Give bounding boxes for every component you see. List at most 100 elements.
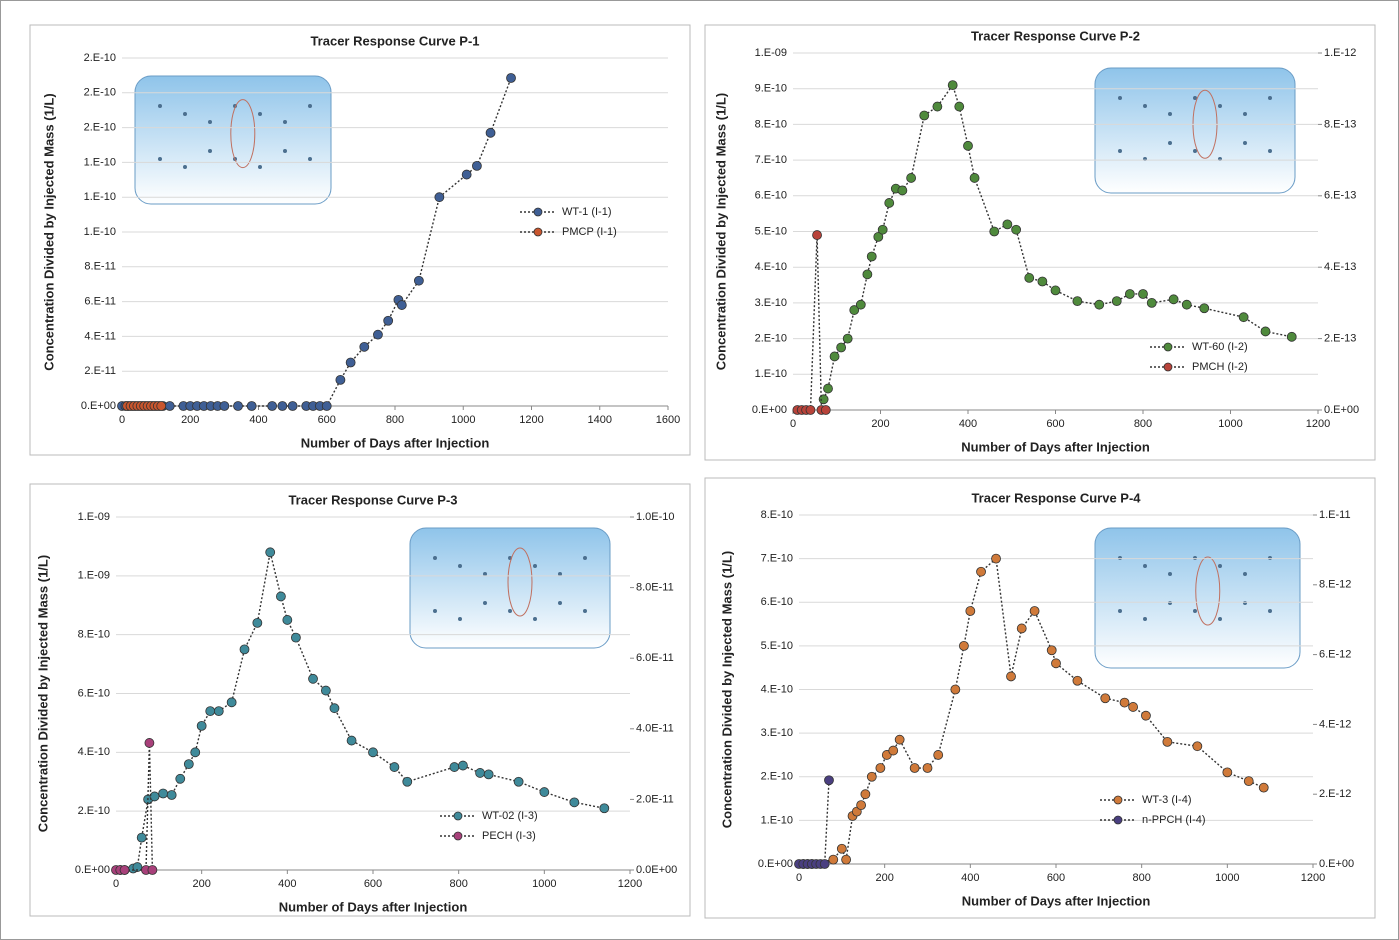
- legend-label: WT-60 (I-2): [1192, 341, 1248, 353]
- data-point: [158, 788, 169, 799]
- x-tick-label: 800: [449, 878, 467, 890]
- y-tick-label: 4.E-11: [84, 330, 116, 342]
- x-tick-label: 400: [249, 414, 267, 426]
- data-point: [287, 401, 298, 411]
- data-point: [1006, 671, 1016, 682]
- y2-tick-label: 8.E-12: [1319, 579, 1351, 591]
- inset-well: [258, 165, 262, 169]
- data-point: [156, 401, 167, 411]
- data-point: [965, 606, 976, 616]
- data-point: [434, 192, 445, 203]
- data-point: [368, 747, 378, 758]
- y-tick-label: 3.E-10: [755, 297, 787, 309]
- y-tick-label: 8.E-11: [84, 261, 116, 273]
- data-point: [812, 230, 822, 240]
- inset-well: [1143, 617, 1147, 621]
- inset-well: [533, 564, 537, 568]
- data-point: [205, 706, 216, 717]
- y2-tick-label: 6.E-12: [1319, 649, 1351, 661]
- y2-tick-label: 6.E-13: [1324, 190, 1356, 202]
- inset-well: [1218, 104, 1222, 108]
- x-tick-label: 1000: [1218, 418, 1242, 430]
- data-point: [875, 763, 886, 773]
- data-point: [239, 644, 250, 655]
- x-tick-label: 1200: [1301, 872, 1325, 884]
- data-point: [824, 775, 834, 786]
- data-point: [989, 226, 1000, 237]
- data-point: [166, 790, 177, 800]
- y-tick-label: 8.E-10: [755, 118, 787, 130]
- y-tick-label: 0.E+00: [75, 864, 110, 876]
- y2-tick-label: 1.E-12: [1324, 47, 1356, 59]
- y2-tick-label: 2.E-12: [1319, 788, 1351, 800]
- data-point: [836, 843, 847, 854]
- data-point: [267, 401, 278, 411]
- x-tick-label: 0: [113, 878, 119, 890]
- x-tick-label: 400: [278, 878, 296, 890]
- y-tick-label: 6.E-11: [84, 296, 116, 308]
- inset-well: [1193, 149, 1197, 153]
- data-point: [383, 315, 394, 326]
- data-point: [1128, 702, 1138, 712]
- x-tick-label: 1400: [588, 414, 612, 426]
- data-point: [1243, 776, 1254, 787]
- data-point: [276, 591, 286, 602]
- y-tick-label: 2.E-11: [84, 365, 116, 377]
- data-point: [823, 383, 833, 394]
- inset-map: [134, 75, 332, 205]
- y-tick-label: 1.E-10: [84, 156, 116, 168]
- data-point: [233, 401, 243, 411]
- data-point: [277, 401, 288, 411]
- data-point: [909, 763, 920, 773]
- data-point: [866, 251, 877, 262]
- legend-label: PECH (I-3): [482, 830, 536, 842]
- y-tick-label: 6.E-10: [78, 687, 110, 699]
- y-tick-label: 6.E-10: [755, 190, 787, 202]
- inset-well: [1168, 572, 1172, 576]
- data-point: [829, 351, 840, 362]
- inset-well: [308, 157, 312, 161]
- data-point: [144, 738, 155, 748]
- data-point: [877, 224, 888, 235]
- data-point: [919, 110, 930, 121]
- inset-well: [1243, 112, 1247, 116]
- y2-tick-label: 4.E-13: [1324, 261, 1356, 273]
- data-point: [906, 173, 917, 183]
- y-tick-label: 0.E+00: [81, 400, 116, 412]
- data-point: [389, 762, 400, 772]
- y-tick-label: 1.E-09: [755, 47, 787, 59]
- legend-marker: [453, 811, 463, 821]
- inset-well: [1268, 149, 1272, 153]
- x-tick-label: 400: [959, 418, 977, 430]
- inset-highlight: [1195, 556, 1221, 626]
- data-point: [866, 771, 877, 782]
- data-point: [458, 760, 468, 771]
- y-tick-label: 1.E-09: [78, 511, 110, 523]
- x-tick-label: 200: [871, 418, 889, 430]
- y-axis-label: Concentration Divided by Injected Mass (…: [719, 551, 734, 828]
- inset-well: [158, 104, 162, 108]
- data-point: [819, 859, 830, 869]
- inset-well: [1168, 112, 1172, 116]
- data-point: [888, 745, 899, 756]
- data-point: [954, 101, 965, 112]
- x-tick-label: 600: [318, 414, 336, 426]
- panel-frame: [704, 24, 1376, 461]
- chart-title: Tracer Response Curve P-1: [310, 33, 479, 48]
- data-point: [1111, 296, 1122, 307]
- data-point: [282, 615, 293, 625]
- data-point: [569, 797, 580, 808]
- inset-well: [183, 165, 187, 169]
- inset-well: [283, 149, 287, 153]
- panel-frame: [29, 24, 691, 456]
- data-point: [897, 185, 908, 196]
- inset-well: [483, 601, 487, 605]
- legend-label: WT-1 (I-1): [562, 206, 612, 218]
- y-axis-label: Concentration Divided by Injected Mass (…: [35, 555, 50, 832]
- data-point: [335, 374, 346, 385]
- data-point: [246, 401, 257, 411]
- y-tick-label: 9.E-10: [755, 83, 787, 95]
- data-point: [290, 632, 301, 643]
- data-point: [1138, 289, 1148, 299]
- y-tick-label: 4.E-10: [761, 683, 793, 695]
